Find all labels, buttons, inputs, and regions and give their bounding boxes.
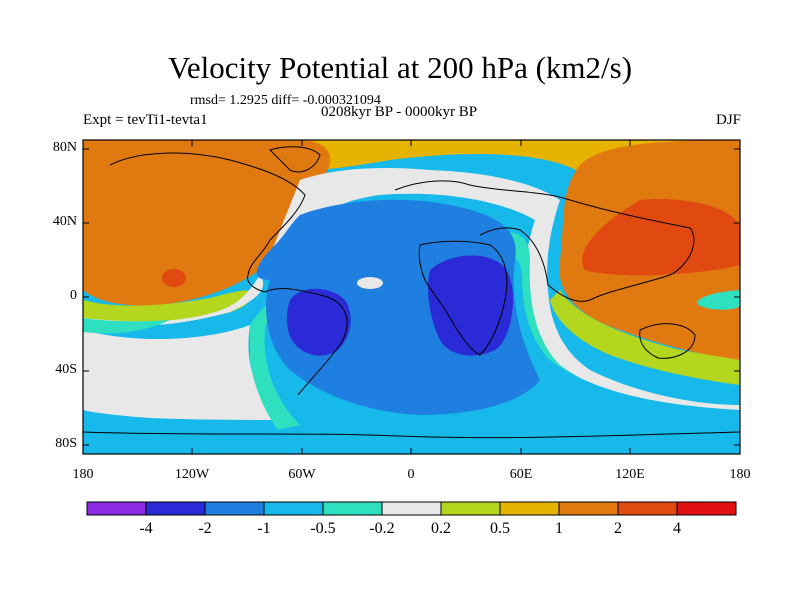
lat-label-80s: 80S (55, 436, 77, 451)
lon-label-180e: 180 (729, 467, 751, 482)
lon-label-120w: 120W (174, 467, 210, 482)
colorbar-swatch-3 (204, 501, 265, 516)
colorbar-label: -0.2 (369, 520, 395, 537)
colorbar-label: 0.2 (431, 520, 451, 537)
colorbar-swatch-2 (145, 501, 206, 516)
coast-south-america (264, 288, 348, 396)
field-darkblue-south-america (286, 288, 351, 356)
colorbar-swatch-5 (322, 501, 383, 516)
lon-tick-marks (82, 140, 741, 454)
colorbar-label: 0.5 (490, 520, 510, 537)
lon-label-60w: 60W (288, 467, 316, 482)
period-subtitle: 0208kyr BP - 0000kyr BP (321, 104, 478, 120)
lat-label-80n: 80N (52, 140, 77, 155)
colorbar-swatch-6 (381, 501, 442, 516)
field-red-east-cell (582, 199, 740, 276)
coast-greenland (269, 146, 321, 173)
colorbar-swatch-11 (676, 501, 737, 516)
page-title: Velocity Potential at 200 hPa (km2/s) (167, 50, 633, 85)
field-cyan-west-lobe (83, 318, 170, 334)
lon-label-60e: 60E (509, 467, 533, 482)
field-green-east-rim (550, 290, 740, 385)
colorbar-label: 2 (614, 520, 622, 537)
field-neutral-central-band (265, 168, 740, 420)
colorbar-label: -1 (257, 520, 271, 537)
colorbar (86, 501, 737, 516)
field-neutral-southwest (83, 325, 300, 420)
stats-subtitle: rmsd= 1.2925 diff= -0.000321094 (190, 93, 381, 108)
field-neutral-west-strip (83, 275, 264, 326)
field-red-west-cell (162, 269, 186, 287)
colorbar-label: -2 (198, 520, 212, 537)
coast-antarctica (83, 431, 740, 439)
coastlines (83, 146, 740, 439)
colorbar-swatch-10 (617, 501, 678, 516)
field-neutral-atlantic-patch (357, 277, 383, 289)
colorbar-swatch-8 (499, 501, 560, 516)
lat-tick-marks (83, 148, 740, 446)
coast-eurasia (394, 180, 695, 302)
season-label: DJF (715, 112, 741, 128)
lat-label-0: 0 (70, 288, 77, 303)
lat-label-40n: 40N (52, 214, 77, 229)
field-cyan-east-lobe (697, 290, 740, 310)
field-darkblue-africa (428, 255, 514, 356)
colorbar-swatch-9 (558, 501, 619, 516)
lon-label-120e: 120E (615, 467, 645, 482)
lon-label-0: 0 (407, 467, 415, 482)
experiment-label: Expt = tevTi1-tevta1 (83, 112, 208, 128)
colorbar-swatch-4 (263, 501, 324, 516)
colorbar-label: 1 (555, 520, 563, 537)
colorbar-label: -4 (139, 520, 153, 537)
coast-australia (639, 323, 696, 359)
lon-label-180w: 180 (72, 467, 94, 482)
map-field (83, 140, 740, 454)
coast-north-america (109, 152, 306, 293)
colorbar-label: -0.5 (310, 520, 336, 537)
colorbar-swatch-7 (440, 501, 501, 516)
coast-africa (418, 240, 508, 356)
colorbar-label: 4 (673, 520, 681, 537)
colorbar-swatch-1 (86, 501, 147, 516)
lat-label-40s: 40S (55, 362, 77, 377)
